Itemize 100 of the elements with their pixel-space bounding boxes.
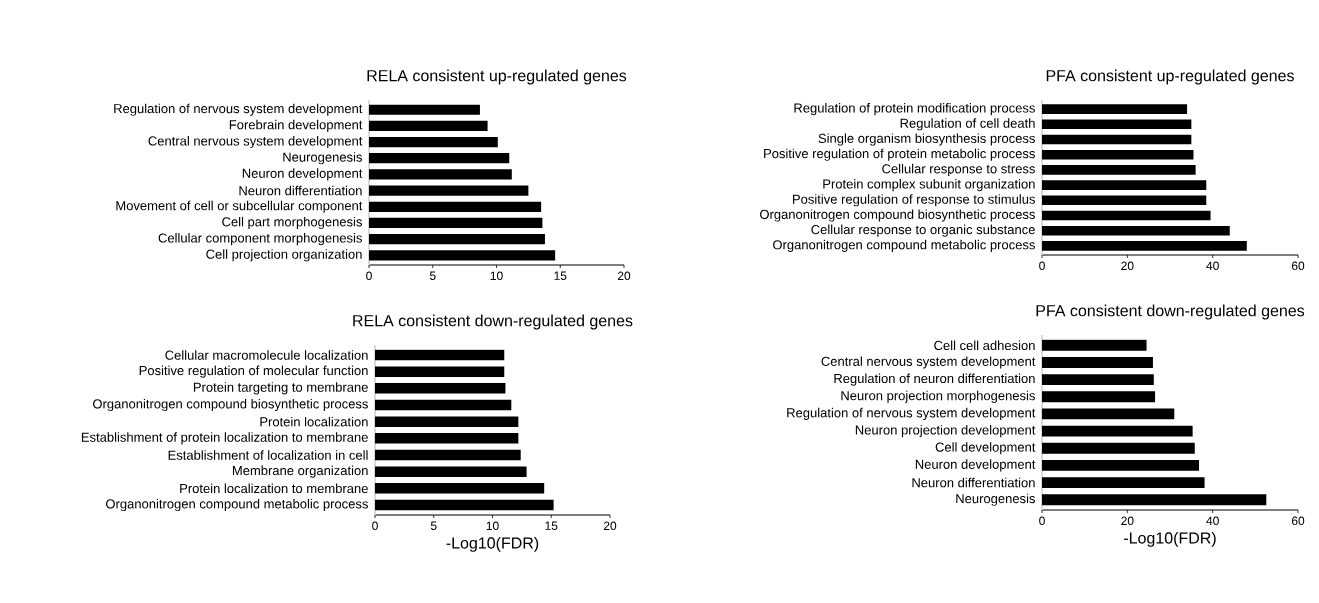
bar <box>1042 391 1156 403</box>
bar <box>1042 241 1247 251</box>
y-tick-label: Regulation of cell death <box>900 118 1035 131</box>
y-tick-label: Positive regulation of response to stimulus <box>793 194 1035 207</box>
bar <box>1042 119 1192 130</box>
y-tick-label: Organonitrogen compound biosynthetic process <box>760 209 1035 222</box>
bar <box>375 383 506 394</box>
bar <box>375 366 505 377</box>
bar <box>1042 134 1192 145</box>
y-tick-label: Cellular response to organic substance <box>811 224 1035 237</box>
x-axis-title: -Log10(FDR) <box>1124 531 1216 547</box>
x-tick-label: 0 <box>372 521 378 531</box>
bar <box>375 483 545 494</box>
y-tick-label: Neurogenesis <box>283 152 362 165</box>
x-tick-label: 0 <box>366 271 372 281</box>
bar <box>1042 180 1207 190</box>
bar <box>375 399 512 411</box>
x-tick-label: 10 <box>490 271 503 281</box>
y-tick-label: Cell development <box>935 442 1036 455</box>
y-tick-label: Regulation of protein modification process <box>794 103 1035 116</box>
x-tick-label: 0 <box>1039 516 1045 526</box>
x-tick-label: 5 <box>429 271 436 280</box>
y-tick-label: Organonitrogen compound metabolic process <box>773 239 1035 252</box>
x-tick-label: 60 <box>1291 516 1305 526</box>
bar <box>375 449 521 461</box>
y-tick-label: Membrane organization <box>232 465 368 478</box>
bar <box>375 349 505 361</box>
y-tick-label: Protein localization to membrane <box>180 483 368 494</box>
y-tick-label: Forebrain development <box>229 119 363 132</box>
bar <box>375 416 519 427</box>
bar <box>1042 165 1196 175</box>
bar <box>1042 210 1211 221</box>
bar <box>1042 459 1200 471</box>
y-tick-label: Organonitrogen compound biosynthetic process <box>93 398 368 412</box>
y-tick-label: Protein complex subunit organization <box>823 179 1035 192</box>
bar <box>1042 195 1207 206</box>
chart-title: PFA consistent up-regulated genes <box>1046 69 1294 85</box>
y-tick-label: Cellular component morphogenesis <box>158 233 362 246</box>
x-tick-label: 60 <box>1291 261 1305 271</box>
bar <box>369 217 543 229</box>
y-tick-label: Neuron development <box>915 459 1036 472</box>
x-tick-label: 20 <box>1121 261 1134 271</box>
y-tick-label: Regulation of nervous system development <box>787 407 1036 420</box>
x-tick-label: 5 <box>430 521 437 530</box>
y-tick-label: Neuron differentiation <box>239 185 362 196</box>
x-axis-title: -Log10(FDR) <box>446 536 539 552</box>
bar <box>369 104 480 115</box>
bar <box>375 433 519 444</box>
y-tick-label: Cellular response to stress <box>882 163 1035 176</box>
bar <box>1042 149 1194 160</box>
chart-title: PFA consistent down-regulated genes <box>1036 304 1305 320</box>
y-tick-label: Neuron development <box>242 168 363 181</box>
bar <box>369 250 556 261</box>
y-tick-label: Cell projection organization <box>206 249 362 262</box>
y-tick-label: Neurogenesis <box>956 493 1035 506</box>
bar <box>369 153 510 164</box>
y-tick-label: Central nervous system development <box>821 356 1036 369</box>
bar <box>369 234 545 245</box>
bar <box>1042 225 1230 236</box>
x-tick-label: 20 <box>1121 516 1134 526</box>
y-tick-label: Cell part morphogenesis <box>222 216 362 229</box>
bar <box>1042 339 1147 351</box>
x-tick-label: 0 <box>1039 261 1045 271</box>
bar <box>369 201 542 212</box>
x-tick-label: 20 <box>603 521 617 531</box>
y-tick-label: Organonitrogen compound metabolic process <box>106 498 368 512</box>
y-tick-label: Central nervous system development <box>148 136 363 149</box>
bar <box>1042 442 1195 454</box>
bar <box>1042 104 1188 114</box>
y-tick-label: Establishment of protein localization to membrane <box>81 432 368 445</box>
x-tick-label: 40 <box>1206 516 1219 526</box>
y-tick-label: Positive regulation of protein metabolic process <box>764 148 1035 161</box>
y-tick-label: Establishment of localization in cell <box>168 450 368 460</box>
bar <box>375 466 527 477</box>
y-tick-label: Regulation of nervous system development <box>114 103 363 116</box>
chart-title: RELA consistent up-regulated genes <box>367 69 627 85</box>
x-tick-label: 40 <box>1206 261 1219 271</box>
y-tick-label: Neuron differentiation <box>912 477 1035 488</box>
x-tick-label: 15 <box>554 271 567 280</box>
bar <box>1042 357 1153 368</box>
y-tick-label: Regulation of neuron differentiation <box>834 373 1035 386</box>
y-tick-label: Neuron projection morphogenesis <box>841 390 1035 403</box>
bar <box>1042 408 1175 420</box>
chart-title: RELA consistent down-regulated genes <box>353 314 633 330</box>
bar <box>369 185 529 196</box>
y-tick-label: Single organism biosynthesis process <box>818 133 1035 146</box>
y-tick-label: Cellular macromolecule localization <box>165 350 368 360</box>
bar <box>1042 477 1205 488</box>
bar <box>1042 425 1193 437</box>
bar <box>369 136 498 148</box>
y-tick-label: Protein targeting to membrane <box>193 382 368 395</box>
x-tick-label: 20 <box>617 271 631 281</box>
bar <box>369 169 512 180</box>
y-tick-label: Neuron projection development <box>855 425 1036 438</box>
bar <box>1042 494 1267 506</box>
bar <box>375 499 554 511</box>
x-tick-label: 10 <box>486 521 499 531</box>
y-tick-label: Positive regulation of molecular function <box>139 365 368 378</box>
y-tick-label: Protein localization <box>260 416 368 427</box>
y-tick-label: Movement of cell or subcellular component <box>116 200 363 213</box>
